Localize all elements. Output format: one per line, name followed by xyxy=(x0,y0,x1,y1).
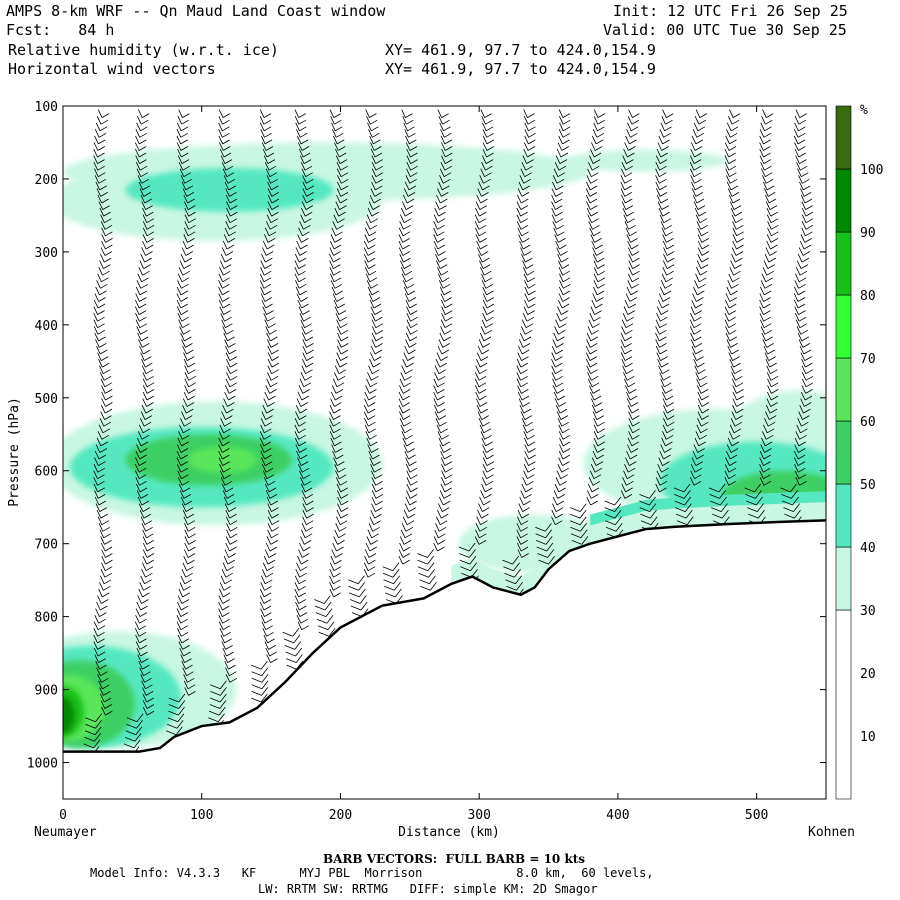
colorbar-label: 80 xyxy=(860,289,876,304)
x-end-label: Kohnen xyxy=(808,825,855,840)
y-tick-label: 500 xyxy=(35,392,58,407)
wind-barbs xyxy=(82,109,814,755)
wind-barb-column xyxy=(250,109,280,703)
terrain-fill xyxy=(63,520,826,799)
valid-time: Valid: 00 UTC Tue 30 Sep 25 xyxy=(603,21,847,39)
colorbar-band xyxy=(835,294,852,359)
x-tick-label: 300 xyxy=(467,808,490,823)
y-tick-label: 300 xyxy=(35,246,58,261)
rh-valley-strip-30 xyxy=(451,502,826,595)
wind-barb-column xyxy=(673,109,710,526)
plot-frame xyxy=(62,105,827,800)
colorbar: 10 20 30 40 50 60 70 80 90 100 xyxy=(835,105,883,800)
colorbar-band xyxy=(835,420,852,485)
terrain-surface-line xyxy=(63,519,826,753)
colorbar-band xyxy=(835,483,852,548)
wind-barb-column xyxy=(639,109,675,532)
wind-barb-column xyxy=(569,109,606,545)
y-axis-title: Pressure (hPa) xyxy=(7,397,22,507)
colorbar-unit: % xyxy=(860,103,868,118)
wind-barb-column xyxy=(314,109,349,637)
xy-range-rh: XY= 461.9, 97.7 to 424.0,154.9 xyxy=(385,41,656,59)
wind-barb-column xyxy=(348,109,384,617)
barb-legend: BARB VECTORS: FULL BARB = 10 kts xyxy=(323,852,586,866)
wind-barb-column xyxy=(502,109,536,598)
wind-barb-column xyxy=(166,109,196,736)
colorbar-band xyxy=(835,546,852,611)
init-time: Init: 12 UTC Fri 26 Sep 25 xyxy=(613,2,848,20)
y-tick-label: 700 xyxy=(35,538,58,553)
colorbar-band xyxy=(835,357,852,422)
colorbar-label: 20 xyxy=(860,667,876,682)
field-name-rh: Relative humidity (w.r.t. ice) xyxy=(8,41,279,59)
model-info: Model Info: V4.3.3 KF MYJ PBL Morrison 8… xyxy=(90,866,654,880)
y-tick-label: 600 xyxy=(35,465,58,480)
x-tick-label: 400 xyxy=(606,808,629,823)
wind-barb-column xyxy=(122,109,155,755)
wind-barb-column xyxy=(780,109,814,526)
x-axis-title: Distance (km) xyxy=(398,825,500,840)
field-name-wind: Horizontal wind vectors xyxy=(8,60,216,78)
rh-contours xyxy=(63,142,826,748)
x-tick-label: 200 xyxy=(329,808,352,823)
colorbar-label: 40 xyxy=(860,541,876,556)
wind-barb-column xyxy=(382,109,418,604)
wind-barb-column xyxy=(744,109,779,526)
colorbar-band xyxy=(835,609,852,800)
wind-barb-column xyxy=(282,109,314,670)
wind-barb-column xyxy=(417,109,453,591)
x-tick-label: 0 xyxy=(59,808,67,823)
y-tick-label: 900 xyxy=(35,684,58,699)
xy-range-wind: XY= 461.9, 97.7 to 424.0,154.9 xyxy=(385,60,656,78)
chart-title: AMPS 8-km WRF -- Qn Maud Land Coast wind… xyxy=(6,2,386,20)
physics-info: LW: RRTM SW: RRTMG DIFF: simple KM: 2D S… xyxy=(258,882,598,896)
wind-barb-column xyxy=(458,109,495,585)
y-tick-label: 100 xyxy=(35,100,58,115)
colorbar-label: 60 xyxy=(860,415,876,430)
colorbar-label: 10 xyxy=(860,730,876,745)
wind-barb-column xyxy=(604,109,640,539)
rh-region-7 xyxy=(187,446,258,473)
y-tick-label: 200 xyxy=(35,173,58,188)
y-tick-label: 1000 xyxy=(27,757,58,772)
terrain xyxy=(63,519,826,799)
rh-region-1 xyxy=(562,149,729,172)
colorbar-label: 70 xyxy=(860,352,876,367)
x-start-label: Neumayer xyxy=(34,825,97,840)
forecast-hour: Fcst: 84 h xyxy=(6,21,115,39)
colorbar-band xyxy=(835,231,852,296)
x-tick-label: 100 xyxy=(190,808,213,823)
colorbar-label: 100 xyxy=(860,163,883,178)
wind-barb-column xyxy=(207,109,238,729)
wind-barb-column xyxy=(708,109,744,526)
colorbar-band xyxy=(835,105,852,170)
axes: 100 200 300 400 500 600 700 800 900 1000 0 100 200 30… xyxy=(27,100,826,823)
x-tick-label: 500 xyxy=(745,808,768,823)
y-tick-label: 800 xyxy=(35,611,58,626)
colorbar-label: 90 xyxy=(860,226,876,241)
colorbar-band xyxy=(835,168,852,233)
rh-region-18 xyxy=(63,696,75,734)
wind-barb-column xyxy=(82,109,113,755)
colorbar-label: 30 xyxy=(860,604,876,619)
y-tick-label: 400 xyxy=(35,319,58,334)
wind-barb-column xyxy=(535,109,571,565)
colorbar-label: 50 xyxy=(860,478,876,493)
